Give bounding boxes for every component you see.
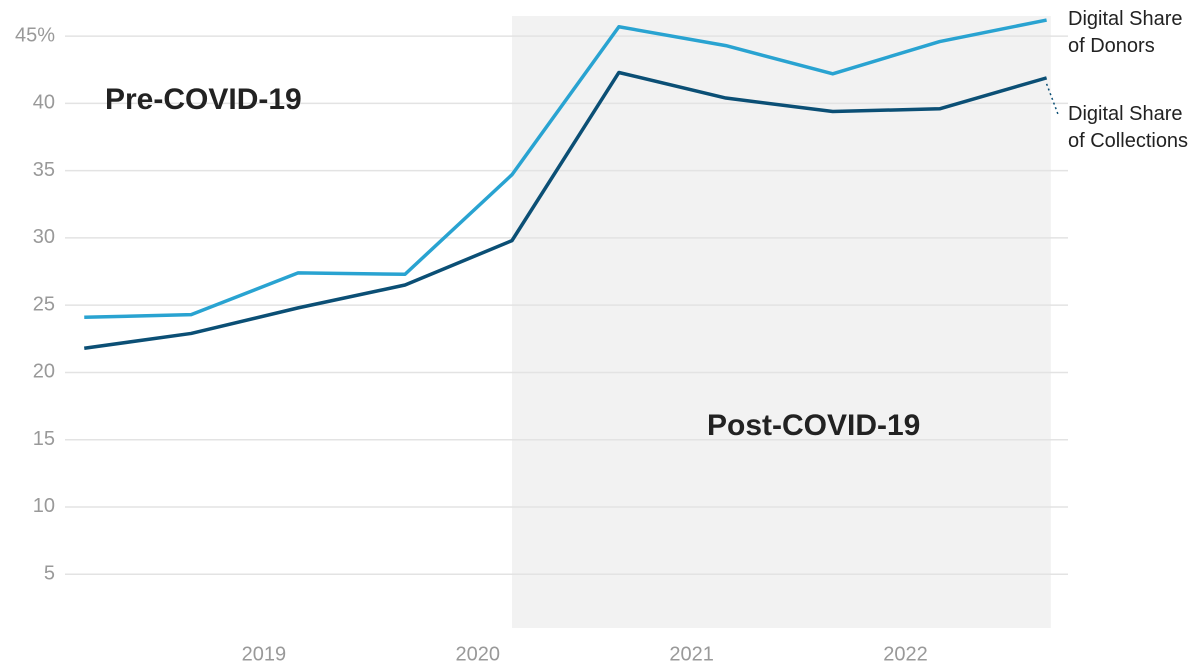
y-tick-label: 40: [33, 92, 55, 114]
annotation: Post-COVID-19: [707, 409, 921, 442]
y-tick-label: 15: [33, 428, 55, 450]
legend-label: Digital Share of Collections: [1068, 103, 1189, 152]
y-tick-label: 45%: [15, 24, 55, 46]
legend-label: Digital Share of Donors: [1068, 8, 1183, 57]
y-tick-label: 10: [33, 495, 55, 517]
x-tick-label: 2019: [242, 643, 287, 665]
series-line: [84, 18, 1047, 320]
series-line: [84, 70, 1048, 350]
x-tick-label: 2020: [455, 643, 500, 665]
annotation: Pre-COVID-19: [105, 83, 302, 116]
x-tick-label: 2021: [669, 643, 714, 665]
x-tick-label: 2022: [883, 643, 928, 665]
y-tick-label: 5: [44, 562, 55, 584]
y-tick-label: 25: [33, 293, 55, 315]
y-tick-label: 20: [33, 361, 55, 383]
y-tick-label: 35: [33, 159, 55, 181]
y-tick-label: 30: [33, 226, 55, 248]
label-leader: [1045, 83, 1060, 117]
shaded-region: [511, 16, 1051, 628]
